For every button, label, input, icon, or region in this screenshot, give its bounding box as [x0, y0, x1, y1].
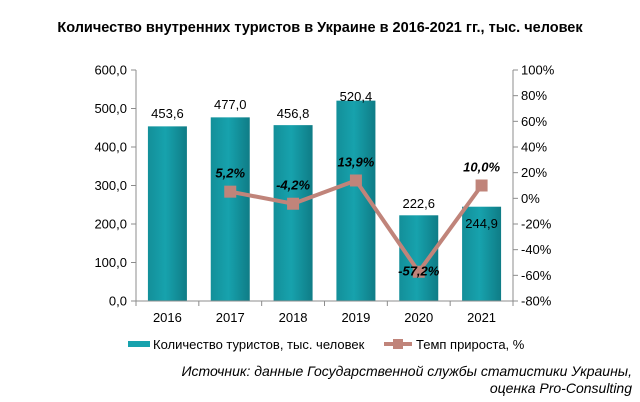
source-note-line-2: оценка Pro-Consulting [489, 380, 632, 396]
growth-value-label: 13,9% [337, 154, 374, 169]
left-axis-tick-label: 0,0 [109, 294, 127, 309]
left-axis-tick-label: 600,0 [94, 63, 127, 78]
line-labels: 5,2% -4,2% 13,9% -57,2% 10,0% [215, 154, 500, 278]
growth-value-label: -57,2% [398, 264, 440, 279]
right-axis-tick-label: -80% [521, 294, 552, 309]
x-axis-tick-label: 2021 [467, 310, 496, 325]
bar-value-label: 477,0 [214, 97, 247, 112]
growth-marker [287, 197, 300, 210]
source-note-line-1: Источник: данные Государственной службы … [181, 363, 632, 379]
right-axis-tick-label: 40% [521, 140, 547, 155]
bar-value-label: 244,9 [465, 216, 498, 231]
bar [462, 206, 502, 301]
right-axis-tick-label: -20% [521, 217, 552, 232]
left-axis-tick-label: 500,0 [94, 101, 127, 116]
x-axis-tick-label: 2020 [404, 310, 433, 325]
growth-marker [475, 179, 488, 192]
bar-value-label: 456,8 [277, 106, 310, 121]
left-axis: 0,0 100,0 200,0 300,0 400,0 500,0 600,0 [94, 63, 137, 309]
x-axis-tick-label: 2018 [279, 310, 308, 325]
x-axis-tick-label: 2016 [153, 310, 182, 325]
right-axis-tick-label: 20% [521, 165, 547, 180]
right-axis: -80% -60% -40% -20% 0% 20% 40% 60% 80% 100% [512, 63, 555, 309]
growth-value-label: 5,2% [215, 166, 245, 181]
x-axis: 2016 2017 2018 2019 2020 2021 [135, 300, 514, 325]
legend: Количество туристов, тыс. человек Темп пр… [128, 337, 525, 352]
right-axis-tick-label: 80% [521, 88, 547, 103]
left-axis-tick-label: 300,0 [94, 178, 127, 193]
bar [273, 125, 313, 301]
bar-value-label: 453,6 [151, 106, 184, 121]
left-axis-tick-label: 200,0 [94, 217, 127, 232]
legend-bar-swatch [128, 341, 150, 347]
line-series [224, 174, 488, 278]
bar [399, 215, 439, 301]
right-axis-tick-label: 60% [521, 114, 547, 129]
bar [210, 117, 250, 301]
left-axis-tick-label: 100,0 [94, 255, 127, 270]
bar-series [147, 100, 502, 302]
bar-value-label: 520,4 [340, 89, 373, 104]
bar-value-label: 222,6 [402, 196, 435, 211]
x-axis-tick-label: 2019 [341, 310, 370, 325]
legend-line-label: Темп прироста, % [416, 337, 525, 352]
legend-line-marker [393, 339, 403, 349]
legend-bar-label: Количество туристов, тыс. человек [153, 337, 365, 352]
growth-marker [349, 174, 362, 187]
left-axis-tick-label: 400,0 [94, 140, 127, 155]
bar [147, 126, 187, 301]
chart-title: Количество внутренних туристов в Украине… [57, 20, 583, 36]
right-axis-tick-label: -60% [521, 268, 552, 283]
right-axis-tick-label: 0% [521, 191, 540, 206]
growth-marker [224, 185, 237, 198]
growth-value-label: 10,0% [463, 160, 500, 175]
bar-labels: 453,6 477,0 456,8 520,4 222,6 244,9 [151, 89, 498, 231]
growth-marker [412, 265, 425, 278]
x-axis-tick-label: 2017 [216, 310, 245, 325]
right-axis-tick-label: -40% [521, 242, 552, 257]
right-axis-tick-label: 100% [521, 63, 555, 78]
growth-value-label: -4,2% [276, 178, 310, 193]
